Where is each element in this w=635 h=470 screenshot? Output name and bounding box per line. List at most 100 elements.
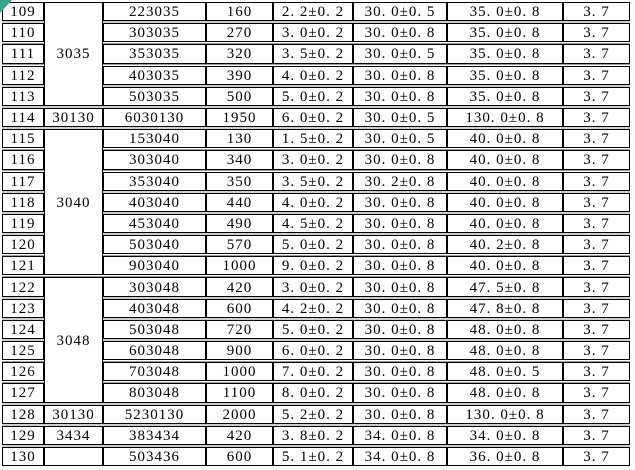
capacity-cell: 390 <box>206 65 273 85</box>
model-cell: 353040 <box>103 171 206 191</box>
voltage-cell: 3. 7 <box>563 425 630 445</box>
row-index-cell: 109 <box>2 2 44 22</box>
capacity-cell: 160 <box>206 2 273 22</box>
capacity-cell: 720 <box>206 319 273 339</box>
row-index-cell: 114 <box>2 107 44 128</box>
series-cell <box>44 446 103 467</box>
thickness-cell: 8. 0±0. 2 <box>273 383 353 403</box>
width-cell: 30. 0±0. 8 <box>353 404 447 424</box>
model-cell: 503035 <box>103 86 206 106</box>
thickness-cell: 4. 2±0. 2 <box>273 298 353 318</box>
width-cell: 30. 0±0. 5 <box>353 107 447 128</box>
row-index-cell: 128 <box>2 404 44 424</box>
model-cell: 223035 <box>103 2 206 22</box>
capacity-cell: 600 <box>206 446 273 467</box>
voltage-cell: 3. 7 <box>563 171 630 191</box>
width-cell: 30. 0±0. 8 <box>353 213 447 234</box>
model-cell: 383434 <box>103 425 206 445</box>
length-cell: 35. 0±0. 8 <box>447 86 563 106</box>
row-index-cell: 110 <box>2 23 44 43</box>
width-cell: 30. 0±0. 8 <box>353 277 447 297</box>
voltage-cell: 3. 7 <box>563 86 630 106</box>
model-cell: 303040 <box>103 150 206 170</box>
thickness-cell: 2. 2±0. 2 <box>273 2 353 22</box>
length-cell: 130. 0±0. 8 <box>447 107 563 128</box>
length-cell: 35. 0±0. 8 <box>447 44 563 64</box>
row-index-cell: 127 <box>2 383 44 403</box>
length-cell: 48. 0±0. 8 <box>447 383 563 403</box>
row-index-cell: 120 <box>2 235 44 255</box>
model-cell: 6030130 <box>103 107 206 128</box>
thickness-cell: 4. 0±0. 2 <box>273 192 353 212</box>
thickness-cell: 5. 1±0. 2 <box>273 446 353 467</box>
length-cell: 40. 2±0. 8 <box>447 235 563 255</box>
corner-marker-triangle-icon <box>0 0 12 13</box>
model-cell: 403048 <box>103 298 206 318</box>
row-index-cell: 126 <box>2 362 44 382</box>
model-cell: 403040 <box>103 192 206 212</box>
width-cell: 30. 2±0. 8 <box>353 171 447 191</box>
model-cell: 153040 <box>103 129 206 149</box>
length-cell: 130. 0±0. 8 <box>447 404 563 424</box>
length-cell: 40. 0±0. 8 <box>447 129 563 149</box>
width-cell: 30. 0±0. 8 <box>353 362 447 382</box>
thickness-cell: 9. 0±0. 2 <box>273 256 353 276</box>
voltage-cell: 3. 7 <box>563 298 630 318</box>
row-index-cell: 121 <box>2 256 44 276</box>
capacity-cell: 490 <box>206 213 273 234</box>
length-cell: 48. 0±0. 8 <box>447 319 563 339</box>
model-cell: 403035 <box>103 65 206 85</box>
row-index-cell: 112 <box>2 65 44 85</box>
length-cell: 48. 0±0. 5 <box>447 362 563 382</box>
capacity-cell: 1950 <box>206 107 273 128</box>
voltage-cell: 3. 7 <box>563 23 630 43</box>
width-cell: 30. 0±0. 8 <box>353 235 447 255</box>
length-cell: 40. 0±0. 8 <box>447 256 563 276</box>
thickness-cell: 4. 0±0. 2 <box>273 65 353 85</box>
row-index-cell: 111 <box>2 44 44 64</box>
row-index-cell: 119 <box>2 213 44 234</box>
row-index-cell: 122 <box>2 277 44 297</box>
row-index-cell: 123 <box>2 298 44 318</box>
row-index-cell: 124 <box>2 319 44 339</box>
length-cell: 40. 0±0. 8 <box>447 213 563 234</box>
voltage-cell: 3. 7 <box>563 192 630 212</box>
voltage-cell: 3. 7 <box>563 65 630 85</box>
width-cell: 30. 0±0. 8 <box>353 86 447 106</box>
series-cell: 30130 <box>44 107 103 128</box>
length-cell: 35. 0±0. 8 <box>447 65 563 85</box>
row-index-cell: 115 <box>2 129 44 149</box>
width-cell: 34. 0±0. 8 <box>353 446 447 467</box>
thickness-cell: 5. 0±0. 2 <box>273 319 353 339</box>
model-cell: 703048 <box>103 362 206 382</box>
model-cell: 453040 <box>103 213 206 234</box>
row-index-cell: 117 <box>2 171 44 191</box>
width-cell: 30. 0±0. 8 <box>353 298 447 318</box>
width-cell: 30. 0±0. 8 <box>353 65 447 85</box>
series-cell: 3035 <box>44 2 103 106</box>
model-cell: 803048 <box>103 383 206 403</box>
width-cell: 30. 0±0. 5 <box>353 2 447 22</box>
thickness-cell: 1. 5±0. 2 <box>273 129 353 149</box>
model-cell: 5230130 <box>103 404 206 424</box>
length-cell: 48. 0±0. 8 <box>447 341 563 361</box>
voltage-cell: 3. 7 <box>563 404 630 424</box>
capacity-cell: 420 <box>206 277 273 297</box>
width-cell: 30. 0±0. 8 <box>353 319 447 339</box>
length-cell: 47. 8±0. 8 <box>447 298 563 318</box>
model-cell: 353035 <box>103 44 206 64</box>
voltage-cell: 3. 7 <box>563 2 630 22</box>
capacity-cell: 900 <box>206 341 273 361</box>
width-cell: 30. 0±0. 8 <box>353 192 447 212</box>
model-cell: 503436 <box>103 446 206 467</box>
voltage-cell: 3. 7 <box>563 446 630 467</box>
thickness-cell: 6. 0±0. 2 <box>273 107 353 128</box>
voltage-cell: 3. 7 <box>563 235 630 255</box>
width-cell: 30. 0±0. 8 <box>353 150 447 170</box>
length-cell: 40. 0±0. 8 <box>447 192 563 212</box>
model-cell: 503048 <box>103 319 206 339</box>
voltage-cell: 3. 7 <box>563 383 630 403</box>
capacity-cell: 570 <box>206 235 273 255</box>
width-cell: 30. 0±0. 8 <box>353 341 447 361</box>
width-cell: 34. 0±0. 8 <box>353 425 447 445</box>
